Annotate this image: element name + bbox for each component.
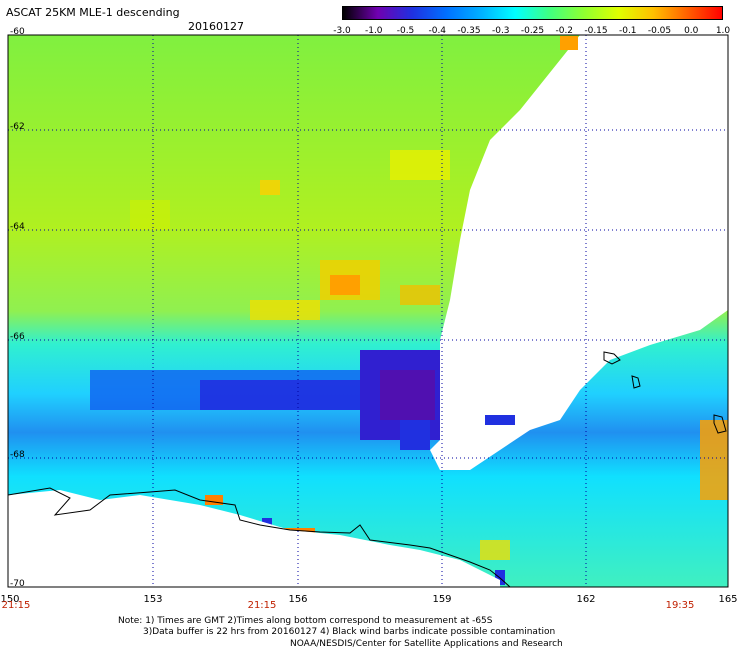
time-label: 19:35 [665,600,695,611]
warm-patches [130,36,728,560]
footnote-line-1: Note: 1) Times are GMT 2)Times along bot… [118,616,493,626]
lon-label: 156 [288,594,308,605]
color-scale-tick-label: -0.3 [491,26,510,36]
lon-label: 162 [576,594,596,605]
swath-west [8,35,728,587]
lat-label: -70 [10,579,25,589]
color-scale-bar [342,6,723,20]
color-scale-tick-label: -1.0 [364,26,383,36]
credit-line: NOAA/NESDIS/Center for Satellite Applica… [290,639,563,649]
lat-label: -64 [10,222,25,232]
color-scale-tick-label: -0.2 [555,26,574,36]
time-label: 21:15 [1,600,31,611]
island-3 [713,414,727,434]
island-1 [603,351,621,365]
color-scale-tick-label: 0.0 [684,26,699,36]
footnote: Note: 1) Times are GMT 2)Times along bot… [118,616,555,638]
coastline [8,487,511,587]
color-scale-tick-label: -0.25 [520,26,545,36]
lat-label: -62 [10,122,25,132]
lon-label: 165 [718,594,738,605]
graticule [8,35,728,587]
land-mask [8,490,500,587]
island-2 [631,375,641,389]
color-scale-tick-label: -3.0 [333,26,351,36]
color-scale-tick-label: -0.4 [428,26,447,36]
footnote-line-2: 3)Data buffer is 22 hrs from 20160127 4)… [143,627,556,637]
lon-label: 159 [432,594,452,605]
color-scale-tick-label: -0.1 [618,26,637,36]
lat-label: -60 [10,27,25,37]
color-scale-tick-label: -0.5 [396,26,415,36]
lat-label: -66 [10,332,25,342]
color-scale-tick-label: -0.05 [647,26,672,36]
plot-frame [7,34,729,588]
color-scale-tick-label: 1.0 [715,26,731,36]
lon-label: 150 [0,594,20,605]
color-scale-tick-label: -0.15 [584,26,608,36]
map-title: ASCAT 25KM MLE-1 descending [6,6,180,19]
map-date: 20160127 [188,20,244,33]
lon-label: 153 [143,594,163,605]
color-scale-tick-label: -0.35 [457,26,481,36]
lat-label: -68 [10,450,25,460]
time-label: 21:15 [247,600,277,611]
